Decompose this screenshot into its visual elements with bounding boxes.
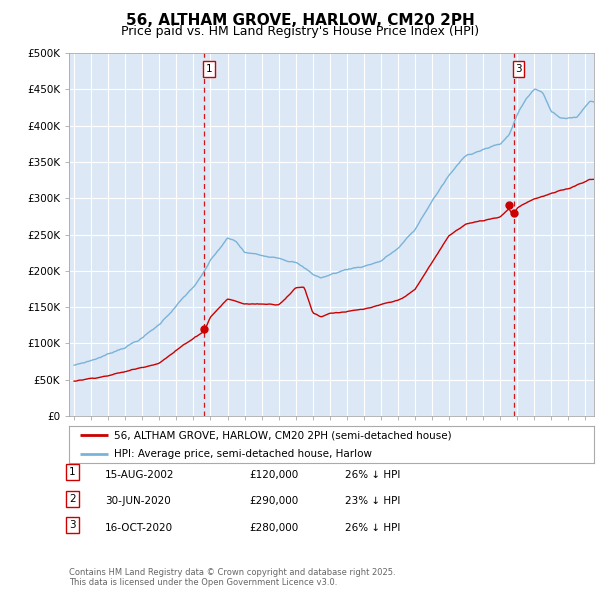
Text: 3: 3 (515, 64, 522, 74)
Text: £120,000: £120,000 (249, 470, 298, 480)
Text: 2: 2 (69, 494, 76, 504)
Text: 16-OCT-2020: 16-OCT-2020 (105, 523, 173, 533)
Text: 56, ALTHAM GROVE, HARLOW, CM20 2PH: 56, ALTHAM GROVE, HARLOW, CM20 2PH (125, 13, 475, 28)
Text: 1: 1 (205, 64, 212, 74)
Text: 1: 1 (69, 467, 76, 477)
Text: 15-AUG-2002: 15-AUG-2002 (105, 470, 175, 480)
Text: Price paid vs. HM Land Registry's House Price Index (HPI): Price paid vs. HM Land Registry's House … (121, 25, 479, 38)
Text: HPI: Average price, semi-detached house, Harlow: HPI: Average price, semi-detached house,… (113, 449, 371, 459)
Text: Contains HM Land Registry data © Crown copyright and database right 2025.
This d: Contains HM Land Registry data © Crown c… (69, 568, 395, 587)
Text: 56, ALTHAM GROVE, HARLOW, CM20 2PH (semi-detached house): 56, ALTHAM GROVE, HARLOW, CM20 2PH (semi… (113, 430, 451, 440)
Text: 3: 3 (69, 520, 76, 530)
Text: 26% ↓ HPI: 26% ↓ HPI (345, 523, 400, 533)
Text: 26% ↓ HPI: 26% ↓ HPI (345, 470, 400, 480)
Text: £290,000: £290,000 (249, 496, 298, 506)
Text: £280,000: £280,000 (249, 523, 298, 533)
Text: 23% ↓ HPI: 23% ↓ HPI (345, 496, 400, 506)
Text: 30-JUN-2020: 30-JUN-2020 (105, 496, 171, 506)
